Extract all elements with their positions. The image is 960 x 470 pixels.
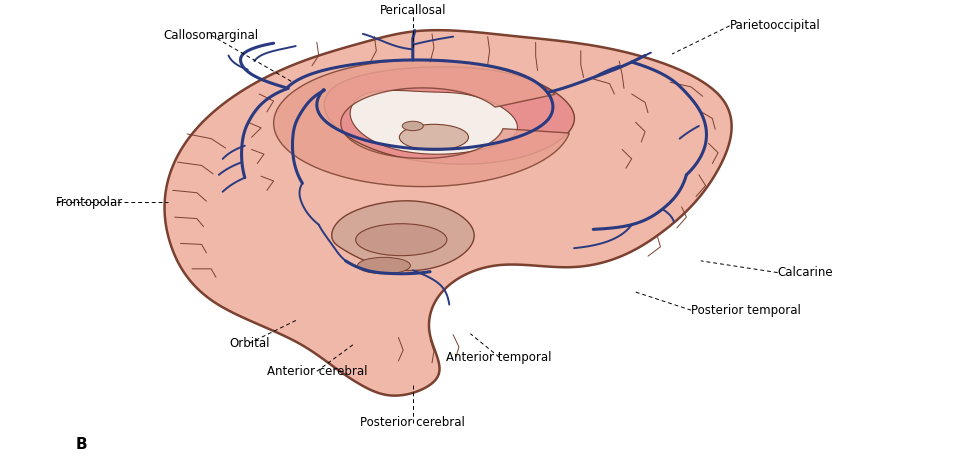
Text: Anterior temporal: Anterior temporal bbox=[446, 351, 552, 364]
Text: Callosomarginal: Callosomarginal bbox=[163, 29, 259, 42]
Text: Orbital: Orbital bbox=[229, 337, 270, 350]
Text: Frontopolar: Frontopolar bbox=[56, 196, 123, 209]
Ellipse shape bbox=[402, 121, 423, 131]
Ellipse shape bbox=[399, 124, 468, 150]
Polygon shape bbox=[324, 67, 574, 164]
Polygon shape bbox=[332, 201, 474, 271]
Ellipse shape bbox=[357, 257, 411, 274]
Polygon shape bbox=[350, 90, 517, 154]
Text: Posterior cerebral: Posterior cerebral bbox=[360, 416, 466, 430]
Text: B: B bbox=[76, 437, 87, 452]
Ellipse shape bbox=[355, 224, 446, 256]
Text: Pericallosal: Pericallosal bbox=[379, 4, 446, 17]
Text: Parietooccipital: Parietooccipital bbox=[730, 19, 821, 32]
Polygon shape bbox=[274, 60, 569, 187]
Polygon shape bbox=[164, 30, 732, 396]
Text: Posterior temporal: Posterior temporal bbox=[691, 304, 801, 317]
Text: Calcarine: Calcarine bbox=[778, 266, 833, 279]
Text: Anterior cerebral: Anterior cerebral bbox=[267, 365, 367, 378]
